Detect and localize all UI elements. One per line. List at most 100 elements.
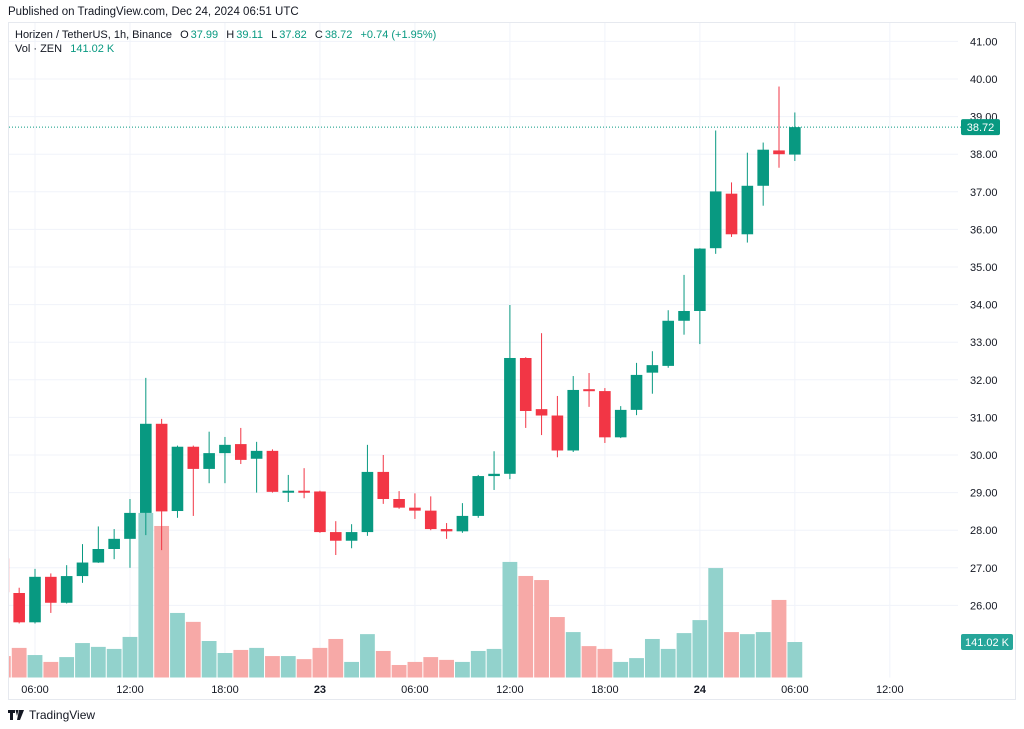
- candle: [440, 523, 453, 539]
- candle: [298, 468, 310, 499]
- candle-body: [424, 510, 437, 530]
- volume-bar: [739, 634, 755, 678]
- candle: [694, 248, 706, 345]
- price-tick-label: 37.00: [970, 187, 998, 199]
- volume-bar: [565, 632, 581, 678]
- candle-body: [393, 498, 405, 508]
- candle: [630, 362, 643, 416]
- time-tick-label: 06:00: [401, 684, 429, 696]
- chart-frame: [8, 22, 1016, 700]
- volume-bar: [660, 648, 676, 678]
- candle-body: [13, 592, 25, 623]
- time-tick-label: 12:00: [116, 684, 144, 696]
- candle-body: [377, 471, 390, 499]
- price-tick-label: 28.00: [970, 525, 998, 537]
- volume-bar: [613, 661, 629, 678]
- ohlc-row: Horizen / TetherUS, 1h, Binance O 37.99 H…: [15, 28, 438, 42]
- candle: [646, 351, 659, 394]
- candle: [789, 112, 801, 161]
- volume-bar: [154, 525, 170, 678]
- candle-body: [551, 415, 564, 451]
- candle: [92, 526, 105, 563]
- candle-body: [472, 476, 485, 516]
- volume-bar: [375, 650, 391, 678]
- volume-bar: [439, 659, 454, 678]
- change-value: +0.74 (+1.95%): [360, 29, 437, 41]
- volume-bar: [59, 657, 75, 678]
- volume-bar: [217, 653, 233, 678]
- candle-body: [282, 490, 295, 493]
- candle: [709, 130, 722, 254]
- candle: [345, 524, 358, 549]
- volume-label[interactable]: Vol · ZEN: [15, 43, 63, 55]
- candle: [219, 436, 231, 484]
- price-tick-label: 34.00: [970, 300, 998, 312]
- tradingview-brand[interactable]: TradingView: [8, 708, 95, 722]
- candle-body: [203, 453, 215, 469]
- high-label: H: [226, 29, 235, 41]
- volume-bar: [27, 655, 43, 678]
- volume-bar: [11, 647, 27, 678]
- volume-bar: [692, 620, 708, 678]
- candle: [45, 573, 57, 613]
- candle: [187, 445, 200, 516]
- volume-bar: [644, 638, 660, 678]
- plot-pane: [9, 86, 803, 678]
- volume-bar: [280, 656, 296, 678]
- price-tick-label: 27.00: [970, 563, 998, 575]
- last-price-label: 38.72: [967, 122, 995, 134]
- candle: [393, 491, 405, 509]
- volume-bar: [90, 646, 106, 678]
- published-caption: Published on TradingView.com, Dec 24, 20…: [8, 6, 299, 18]
- candle-body: [662, 320, 674, 366]
- candle-body: [329, 532, 342, 541]
- candle-body: [409, 507, 421, 511]
- last-volume-badge: [961, 634, 1013, 651]
- candle: [60, 565, 73, 604]
- candle-body: [583, 389, 595, 392]
- candle: [329, 521, 342, 556]
- candle: [314, 490, 326, 533]
- volume-bar: [249, 647, 265, 678]
- candle-body: [646, 365, 659, 373]
- candle-body: [519, 357, 532, 412]
- volume-row: Vol · ZEN 141.02 K: [15, 42, 438, 56]
- candle: [377, 455, 390, 504]
- candle: [155, 418, 168, 551]
- volume-bar: [518, 575, 534, 678]
- candle-body: [250, 450, 263, 459]
- time-tick-label: 23: [314, 684, 326, 696]
- symbol-title[interactable]: Horizen / TetherUS, 1h, Binance: [15, 29, 172, 41]
- candle: [519, 357, 532, 428]
- volume-bar: [122, 636, 138, 678]
- volume-bar: [138, 512, 154, 678]
- candle: [9, 558, 10, 593]
- volume-bar: [755, 632, 771, 678]
- time-tick-label: 06:00: [781, 684, 809, 696]
- candle-body: [567, 389, 580, 451]
- volume-bar: [629, 658, 644, 678]
- candle: [614, 406, 627, 439]
- volume-bar: [391, 664, 407, 678]
- volume-bar: [455, 661, 470, 678]
- high-value: 39.11: [236, 29, 263, 41]
- candle-body: [361, 471, 374, 533]
- candle-body: [630, 374, 643, 410]
- volume-bar: [312, 647, 328, 678]
- chart-legend: Horizen / TetherUS, 1h, Binance O 37.99 H…: [15, 28, 438, 56]
- volume-bar: [265, 656, 280, 678]
- candle-body: [60, 576, 73, 603]
- candle-body: [488, 473, 500, 477]
- close-value: 38.72: [324, 29, 353, 41]
- time-tick-label: 12:00: [876, 684, 904, 696]
- candle-body: [757, 149, 769, 186]
- candle: [757, 142, 769, 206]
- last-volume-label: 141.02 K: [965, 637, 1010, 649]
- candle: [472, 474, 485, 518]
- volume-bar: [724, 632, 739, 678]
- candle: [662, 310, 674, 368]
- candle: [13, 587, 25, 624]
- candle: [250, 441, 263, 493]
- volume-bar: [296, 659, 312, 678]
